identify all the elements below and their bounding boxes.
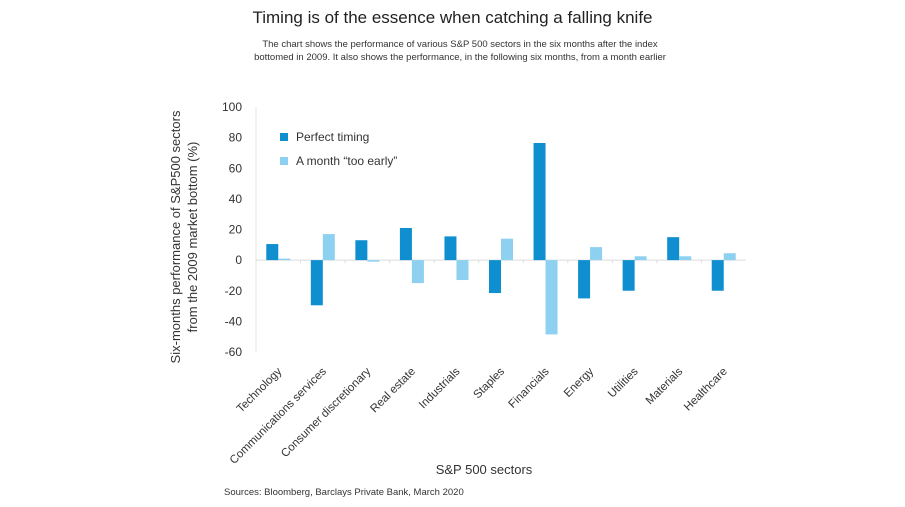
- source-note: Sources: Bloomberg, Barclays Private Ban…: [224, 487, 464, 498]
- y-axis-label-line: from the 2009 market bottom (%): [185, 142, 200, 333]
- bar-perfect-timing: [578, 260, 591, 299]
- legend-label: A month “too early”: [296, 154, 397, 168]
- bar-too-early: [590, 247, 603, 261]
- legend-swatch: [280, 157, 288, 165]
- bar-perfect-timing: [444, 236, 457, 261]
- bar-perfect-timing: [355, 240, 368, 261]
- x-tick-label: Consumer discretionary: [279, 365, 374, 460]
- bar-perfect-timing: [667, 237, 680, 261]
- legend-label: Perfect timing: [296, 130, 369, 144]
- chart-subtitle: The chart shows the performance of vario…: [230, 38, 690, 64]
- y-tick-label: 60: [229, 161, 243, 175]
- bar-perfect-timing: [399, 227, 412, 261]
- x-axis-label: S&P 500 sectors: [436, 462, 533, 477]
- bar-perfect-timing: [266, 244, 279, 261]
- bar-too-early: [456, 260, 469, 281]
- bar-perfect-timing: [489, 260, 501, 294]
- y-tick-label: -60: [225, 345, 243, 359]
- bar-too-early: [501, 238, 513, 261]
- bar-too-early: [367, 260, 380, 262]
- bar-too-early: [634, 256, 647, 261]
- bar-perfect-timing: [310, 260, 323, 306]
- y-axis-label-line: Six-months performance of S&P500 sectors: [168, 110, 183, 363]
- y-tick-label: -20: [225, 284, 243, 298]
- legend-swatch: [280, 133, 288, 141]
- y-tick-label: -40: [225, 314, 243, 328]
- y-axis-label: Six-months performance of S&P500 sectors…: [168, 110, 200, 363]
- y-tick-label: 20: [229, 223, 243, 237]
- y-tick-label: 0: [235, 253, 242, 267]
- x-tick-label: Healthcare: [682, 366, 730, 414]
- bar-too-early: [723, 253, 736, 261]
- x-tick-label: Real estate: [368, 366, 418, 416]
- bar-perfect-timing: [711, 260, 724, 291]
- x-tick-label: Financials: [507, 365, 552, 410]
- chart-title: Timing is of the essence when catching a…: [252, 8, 653, 27]
- bar-too-early: [679, 256, 692, 261]
- y-tick-label: 80: [229, 131, 243, 145]
- bar-too-early: [411, 260, 424, 284]
- subtitle-line: The chart shows the performance of vario…: [262, 39, 658, 50]
- bar-too-early: [322, 234, 335, 261]
- x-tick-label: Staples: [472, 365, 508, 401]
- bar-too-early: [278, 258, 291, 261]
- x-tick-label: Materials: [644, 365, 686, 407]
- x-tick-label: Industrials: [417, 365, 463, 411]
- y-tick-label: 40: [229, 192, 243, 206]
- x-tick-label: Energy: [562, 365, 596, 399]
- bar-perfect-timing: [622, 260, 635, 291]
- y-tick-label: 100: [222, 100, 242, 114]
- bar-perfect-timing: [533, 142, 546, 261]
- x-tick-label: Utilities: [606, 365, 641, 400]
- subtitle-line: bottomed in 2009. It also shows the perf…: [254, 52, 666, 63]
- bar-too-early: [545, 260, 558, 335]
